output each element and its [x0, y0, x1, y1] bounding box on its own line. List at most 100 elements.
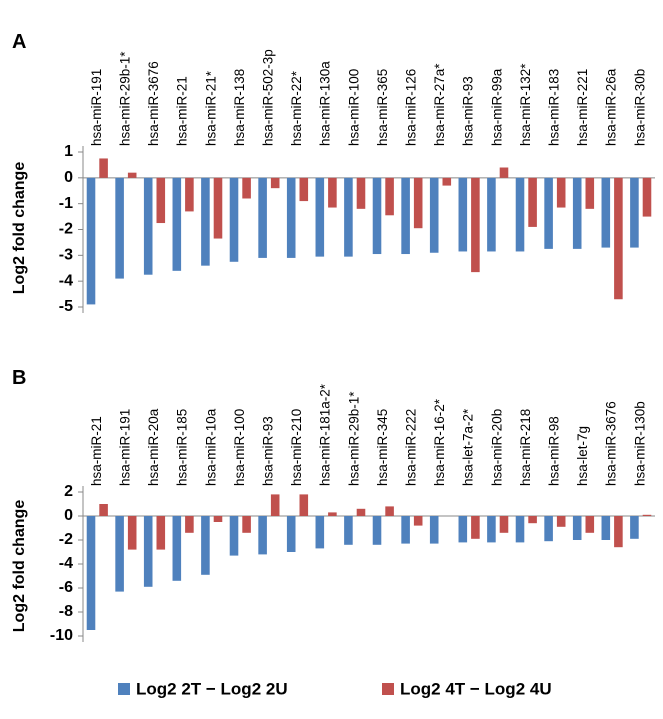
bar: [642, 177, 652, 217]
bar: [544, 177, 553, 249]
bar: [528, 177, 537, 227]
bar: [328, 177, 337, 208]
x-tick-label: hsa-miR-3676: [604, 401, 619, 486]
bar: [372, 177, 382, 255]
x-tick-label: hsa-miR-22*: [289, 70, 304, 146]
bar: [315, 516, 325, 549]
x-tick-label: hsa-miR-27a*: [432, 63, 447, 146]
bar: [385, 506, 394, 516]
x-tick-label: hsa-miR-130a: [318, 61, 333, 146]
bar: [229, 177, 239, 262]
bar: [413, 516, 423, 526]
bar: [143, 177, 153, 275]
panel-label: A: [12, 31, 26, 53]
bar: [572, 177, 582, 249]
bar: [328, 512, 337, 516]
y-tick-label: -4: [59, 272, 73, 289]
y-tick-label: -1: [59, 195, 73, 212]
legend-swatch: [118, 683, 130, 695]
bar: [213, 177, 223, 239]
bar: [556, 516, 566, 527]
bar: [372, 516, 382, 545]
x-tick-label: hsa-miR-20b: [489, 409, 504, 486]
bar: [601, 516, 611, 540]
bar: [630, 516, 639, 539]
bar: [270, 494, 280, 516]
bar: [585, 516, 595, 533]
bar: [556, 177, 566, 208]
bar: [471, 177, 480, 273]
legend-swatch: [382, 683, 394, 695]
bar: [601, 177, 611, 248]
bar: [401, 177, 410, 255]
bar: [201, 177, 210, 266]
bar: [127, 516, 137, 550]
y-tick-label: -5: [59, 298, 73, 315]
x-tick-label: hsa-miR-191: [117, 409, 132, 486]
bar: [115, 516, 124, 592]
bar: [299, 494, 309, 516]
y-tick-label: -2: [59, 221, 73, 238]
x-tick-label: hsa-miR-191: [89, 69, 104, 146]
x-tick-label: hsa-miR-26a: [604, 68, 619, 146]
x-tick-label: hsa-miR-502-3p: [260, 49, 275, 146]
bar: [614, 177, 623, 300]
x-tick-label: hsa-miR-93: [260, 416, 275, 486]
x-tick-label: hsa-miR-93: [461, 76, 476, 146]
legend-entry: Log2 4T − Log2 4U: [400, 679, 552, 698]
bar: [172, 516, 182, 581]
bar: [487, 177, 496, 252]
y-tick-label: -4: [59, 555, 73, 572]
x-tick-label: hsa-miR-183: [546, 69, 561, 146]
bar: [429, 516, 439, 544]
bar: [442, 177, 452, 186]
y-axis-title: Log2 fold change: [11, 162, 28, 295]
x-tick-label: hsa-miR-29b-1*: [346, 391, 361, 486]
bar: [201, 516, 210, 575]
bar: [242, 177, 251, 199]
bar: [270, 177, 280, 189]
bar: [356, 177, 366, 209]
bar: [286, 516, 296, 552]
bar: [213, 516, 223, 522]
x-tick-label: hsa-miR-222: [403, 409, 418, 486]
x-tick-label: hsa-miR-20a: [146, 408, 161, 486]
x-tick-label: hsa-miR-21: [175, 76, 190, 146]
bar: [429, 177, 439, 253]
bar: [86, 177, 96, 305]
panel-label: B: [12, 367, 26, 389]
x-tick-label: hsa-let-7a-2*: [461, 408, 476, 486]
bar: [315, 177, 325, 257]
bar: [471, 516, 480, 539]
bar: [544, 516, 553, 542]
bar: [614, 516, 623, 548]
x-tick-label: hsa-miR-132*: [518, 63, 533, 146]
x-tick-label: hsa-miR-130b: [632, 401, 647, 486]
bar: [99, 158, 108, 178]
legend-entry: Log2 2T − Log2 2U: [136, 679, 288, 698]
bar: [127, 172, 137, 178]
y-tick-label: -10: [50, 627, 73, 644]
y-tick-label: 0: [64, 507, 73, 524]
bar: [630, 177, 639, 248]
x-tick-label: hsa-miR-98: [546, 416, 561, 486]
bar: [458, 516, 468, 543]
bar: [585, 177, 595, 209]
x-tick-label: hsa-miR-100: [346, 69, 361, 146]
y-tick-label: 0: [64, 169, 73, 186]
bar: [401, 516, 410, 544]
bar: [156, 177, 166, 224]
bar: [185, 516, 194, 533]
bar: [344, 516, 353, 545]
bar: [86, 516, 96, 630]
bar: [185, 177, 194, 212]
y-axis-title: Log2 fold change: [11, 500, 28, 633]
bar: [413, 177, 423, 229]
x-tick-label: hsa-miR-21: [89, 416, 104, 486]
bar: [528, 516, 537, 524]
bar: [299, 177, 309, 202]
x-tick-label: hsa-miR-3676: [146, 61, 161, 146]
x-tick-label: hsa-miR-221: [575, 69, 590, 146]
x-tick-label: hsa-miR-365: [375, 69, 390, 146]
